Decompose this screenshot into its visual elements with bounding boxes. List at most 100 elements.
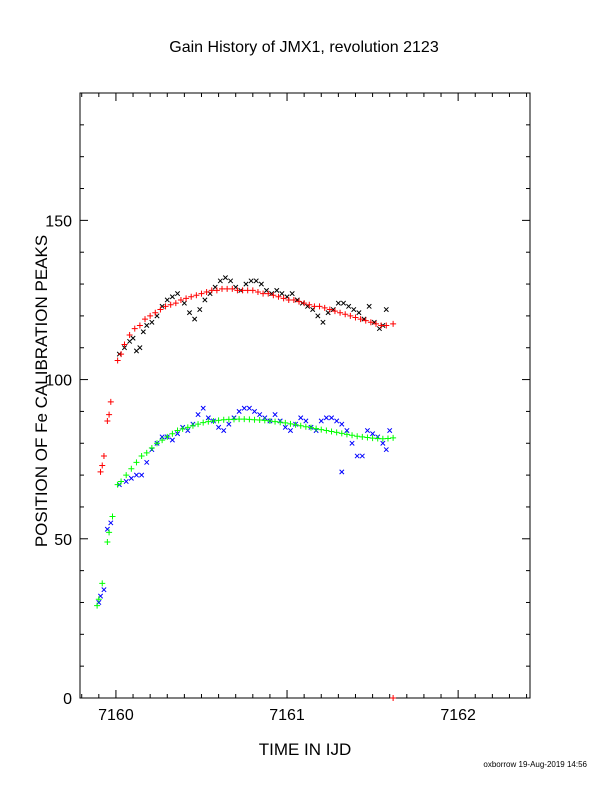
x-axis-label: TIME IN IJD <box>259 740 352 759</box>
data-point <box>121 345 128 351</box>
data-point <box>339 469 345 475</box>
data-point <box>210 417 217 424</box>
data-point <box>174 427 181 434</box>
data-point <box>275 293 282 300</box>
x-tick-label: 7161 <box>269 707 305 724</box>
data-point <box>301 300 308 307</box>
data-point <box>130 335 136 341</box>
data-point <box>174 431 181 437</box>
data-point <box>241 416 248 423</box>
y-tick-label: 50 <box>54 532 72 549</box>
data-point <box>202 297 208 303</box>
data-point <box>239 287 246 294</box>
data-point <box>123 472 130 479</box>
y-tick-label: 0 <box>63 691 72 708</box>
plot-frame <box>79 92 531 699</box>
data-point <box>162 303 169 310</box>
data-point <box>203 289 210 296</box>
y-tick-labels: 0 50 100 150 <box>45 213 72 708</box>
data-point <box>164 433 171 440</box>
data-point <box>277 419 284 426</box>
data-point <box>374 435 381 442</box>
data-point <box>366 303 372 309</box>
data-point <box>298 415 304 421</box>
data-point <box>316 303 323 310</box>
data-point <box>230 416 237 423</box>
data-point <box>297 422 304 429</box>
data-point <box>95 596 102 603</box>
data-point <box>157 306 164 313</box>
data-point <box>133 459 140 466</box>
data-point <box>340 300 347 306</box>
data-point <box>328 415 335 421</box>
data-point <box>185 427 191 434</box>
data-point <box>261 417 268 424</box>
data-point <box>189 422 196 429</box>
data-point <box>221 427 227 434</box>
data-point <box>248 278 254 284</box>
data-point <box>159 437 166 444</box>
data-point <box>137 345 143 351</box>
data-point <box>335 300 341 306</box>
data-point <box>133 472 140 478</box>
data-point <box>323 415 329 421</box>
data-point <box>215 417 222 424</box>
data-point <box>337 309 344 316</box>
data-point <box>179 425 186 432</box>
data-point <box>183 295 190 302</box>
data-point <box>138 453 145 459</box>
data-point <box>369 435 376 442</box>
data-point <box>114 357 121 364</box>
data-point <box>254 289 261 296</box>
data-point <box>142 316 149 323</box>
data-point <box>169 430 176 437</box>
data-point <box>370 431 376 437</box>
data-point <box>384 435 391 442</box>
data-point <box>144 459 150 465</box>
data-point <box>292 421 299 428</box>
data-point <box>228 278 234 284</box>
data-point <box>318 426 325 433</box>
x-tick-labels: 7160 7161 7162 <box>98 707 476 724</box>
data-point <box>313 425 320 432</box>
data-point <box>282 419 289 426</box>
data-point <box>331 308 338 315</box>
data-point <box>181 300 187 306</box>
data-point <box>192 316 198 322</box>
y-tick-label: 150 <box>45 213 72 230</box>
data-point <box>205 418 212 425</box>
data-point <box>246 416 253 423</box>
data-point <box>213 287 220 294</box>
data-point <box>279 291 285 297</box>
data-point <box>241 405 247 411</box>
chart-title: Gain History of JMX1, revolution 2123 <box>169 39 439 56</box>
data-point <box>139 472 145 478</box>
data-point <box>243 281 249 287</box>
data-point <box>287 420 294 427</box>
data-point <box>266 417 273 424</box>
data-point <box>323 427 330 434</box>
data-point <box>359 433 366 440</box>
data-point <box>99 580 106 587</box>
data-point <box>149 319 155 325</box>
data-point <box>343 431 350 438</box>
y-tick-label: 100 <box>45 373 72 390</box>
data-point <box>118 478 125 485</box>
data-point <box>200 419 207 426</box>
data-point <box>136 322 143 329</box>
data-point <box>99 462 106 469</box>
data-point <box>229 285 236 292</box>
data-point <box>246 405 252 411</box>
series-2 <box>97 285 397 701</box>
data-point <box>349 440 355 446</box>
data-point <box>148 445 155 452</box>
y-axis-label: POSITION OF Fe CALIBRATION PEAKS <box>32 235 51 547</box>
data-point <box>362 317 369 324</box>
data-point <box>346 303 352 309</box>
data-point <box>373 320 380 327</box>
x-tick-label: 7160 <box>98 707 134 724</box>
data-point <box>114 481 121 488</box>
data-point <box>205 415 211 421</box>
data-point <box>303 418 309 424</box>
